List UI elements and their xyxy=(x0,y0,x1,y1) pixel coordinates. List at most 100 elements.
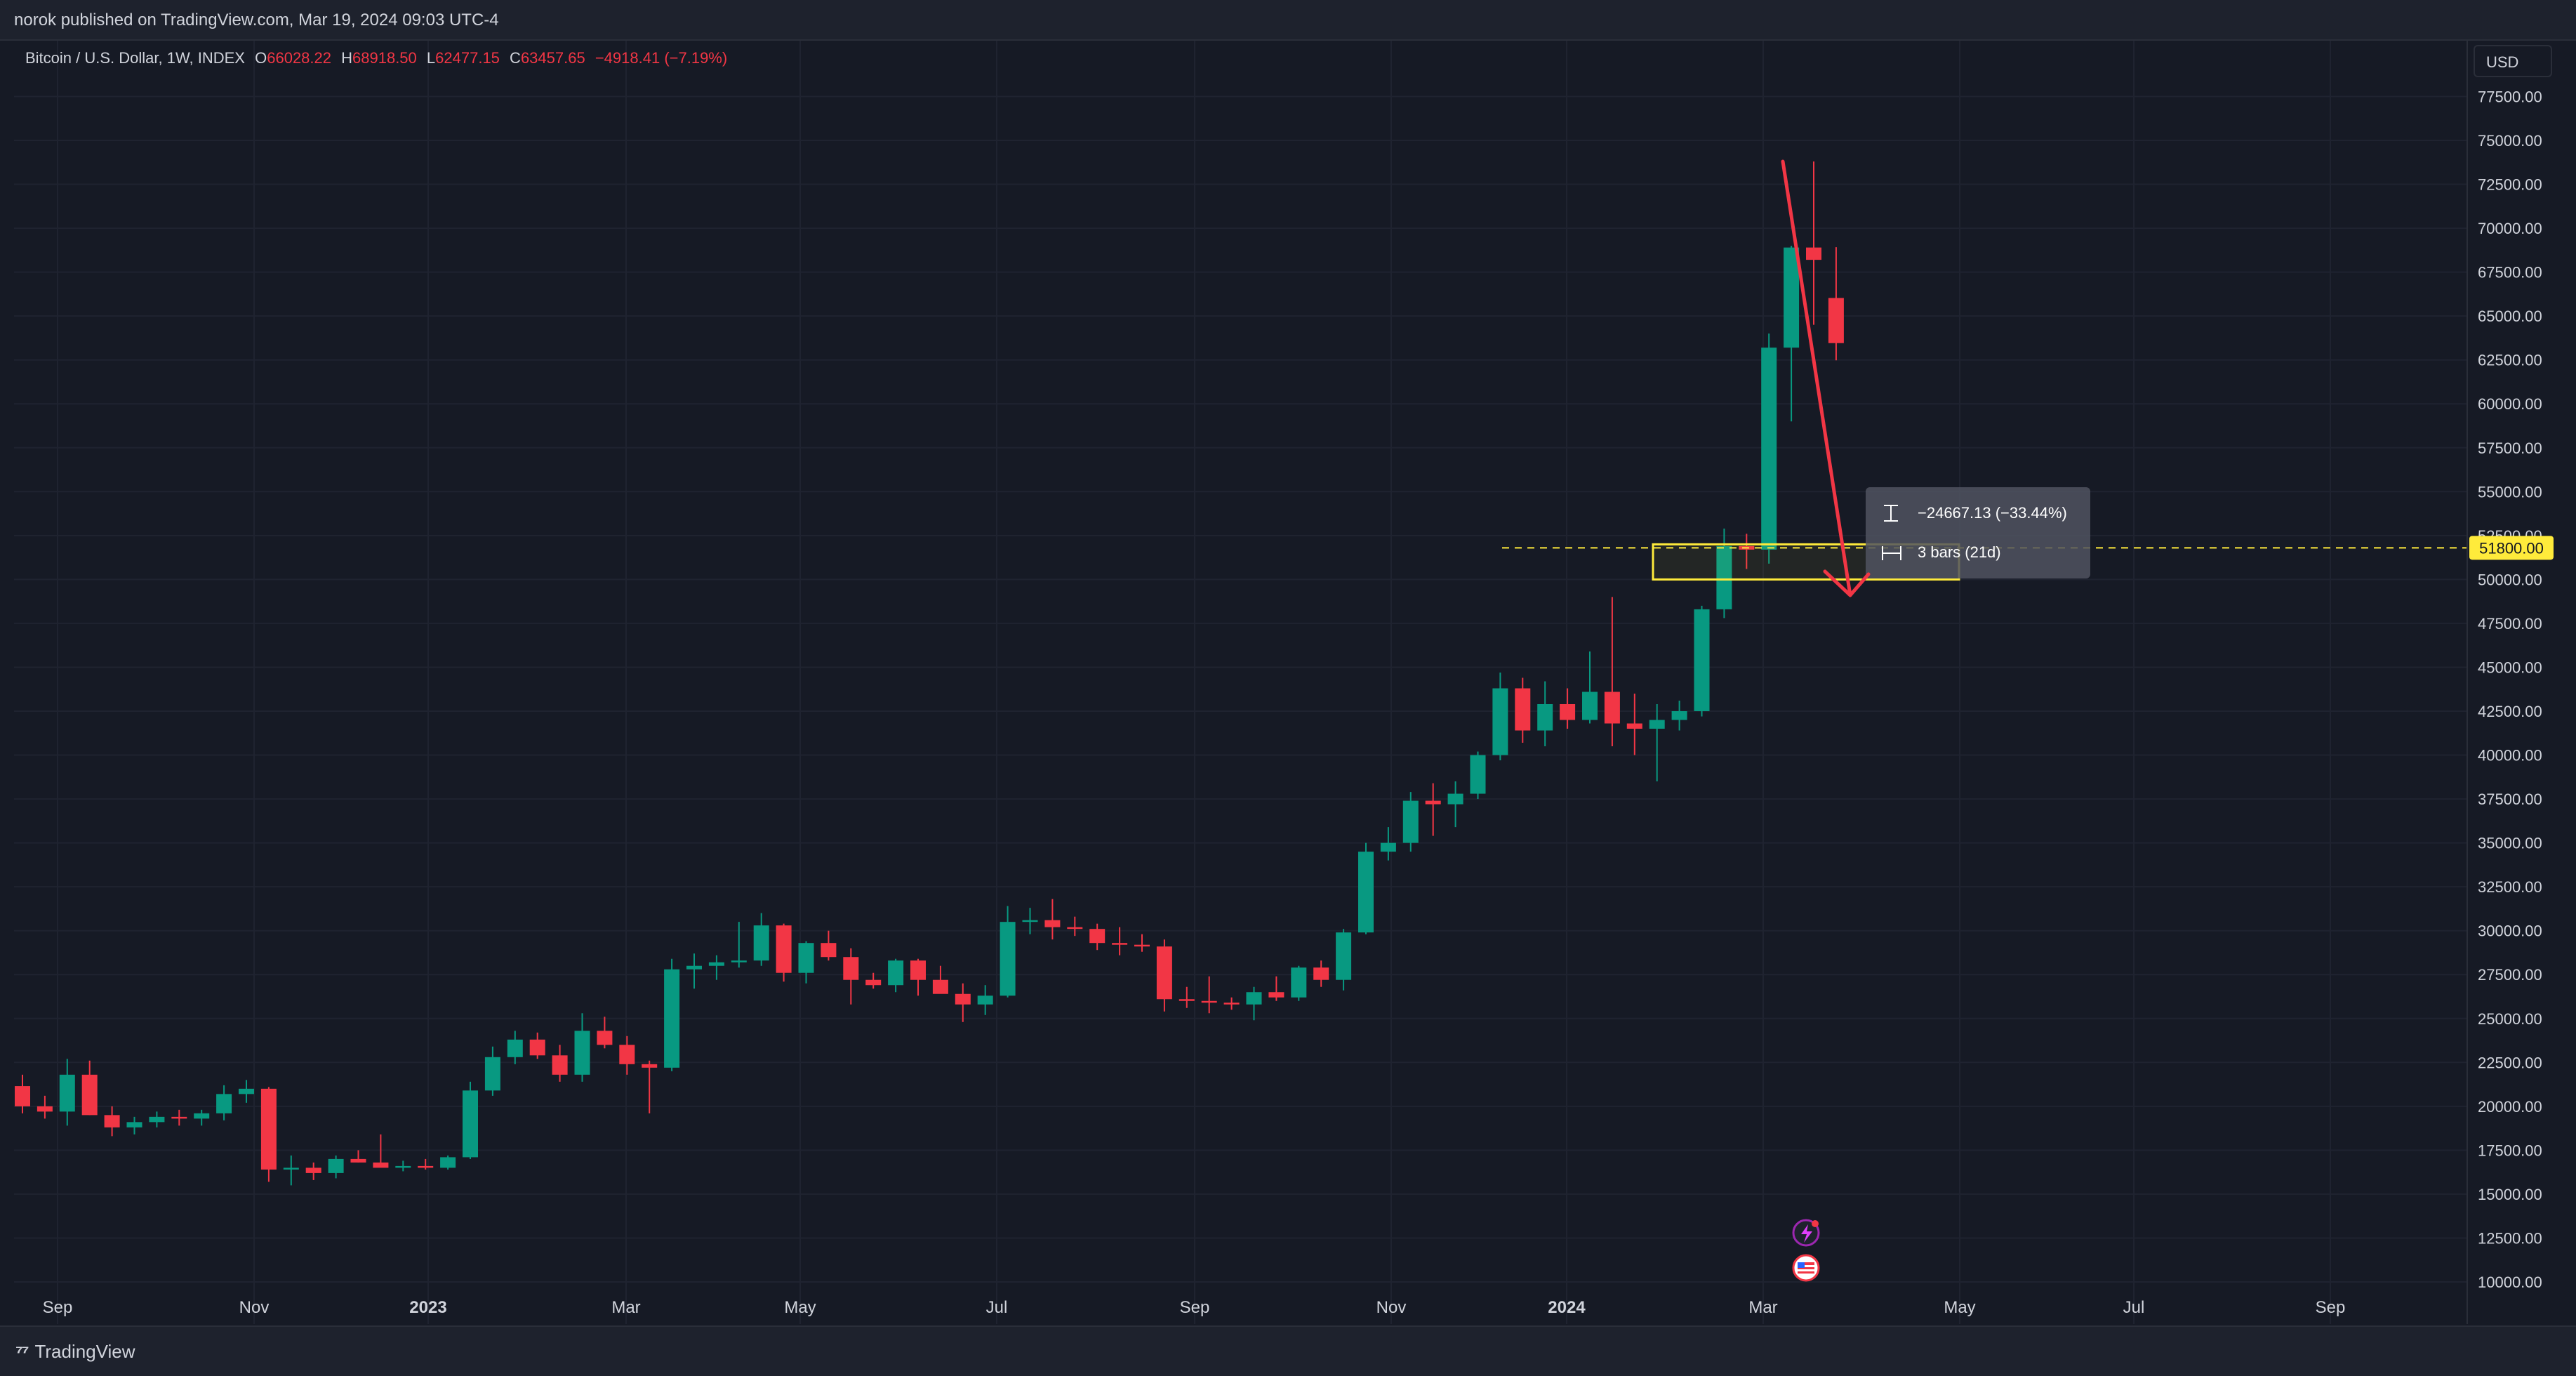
candle[interactable] xyxy=(821,930,837,961)
candle[interactable] xyxy=(910,958,926,996)
candle[interactable] xyxy=(1582,651,1598,724)
candle-body xyxy=(664,969,680,1068)
candle[interactable] xyxy=(1425,783,1441,836)
candle-body xyxy=(708,962,724,966)
candle[interactable] xyxy=(15,1074,30,1113)
candle[interactable] xyxy=(1402,792,1419,852)
candle[interactable] xyxy=(171,1109,187,1126)
candle[interactable] xyxy=(1380,827,1396,861)
candle[interactable] xyxy=(1156,939,1172,1012)
candle[interactable] xyxy=(1291,965,1307,1001)
candle[interactable] xyxy=(104,1106,120,1137)
candle[interactable] xyxy=(1022,908,1038,934)
candle[interactable] xyxy=(865,972,882,989)
candle[interactable] xyxy=(149,1111,165,1127)
candle[interactable] xyxy=(1044,899,1061,940)
candle[interactable] xyxy=(283,1155,299,1186)
candle[interactable] xyxy=(843,948,859,1005)
candle[interactable] xyxy=(194,1109,210,1126)
candle[interactable] xyxy=(1694,605,1710,717)
candle[interactable] xyxy=(529,1032,545,1059)
candle[interactable] xyxy=(1784,246,1800,422)
candle[interactable] xyxy=(1179,986,1195,1008)
candle[interactable] xyxy=(1447,781,1463,828)
candle[interactable] xyxy=(977,985,993,1015)
price-tick-label: 12500.00 xyxy=(2478,1229,2542,1247)
candle[interactable] xyxy=(1806,161,1821,325)
lightning-event-icon[interactable] xyxy=(1792,1219,1820,1247)
candle[interactable] xyxy=(216,1085,232,1120)
candle[interactable] xyxy=(418,1158,434,1170)
candle[interactable] xyxy=(955,983,971,1022)
candle[interactable] xyxy=(642,1060,658,1113)
us-flag-event-icon[interactable] xyxy=(1792,1254,1820,1282)
candle[interactable] xyxy=(1246,986,1262,1021)
candle-body xyxy=(1179,999,1195,1001)
candle-body xyxy=(1560,703,1576,720)
candle[interactable] xyxy=(328,1155,344,1179)
candle[interactable] xyxy=(888,958,904,993)
candle[interactable] xyxy=(597,1017,613,1049)
candle[interactable] xyxy=(36,1095,53,1119)
candle[interactable] xyxy=(1089,923,1106,951)
candle[interactable] xyxy=(1470,751,1486,800)
price-axis[interactable] xyxy=(2467,41,2576,1324)
candle[interactable] xyxy=(260,1087,277,1182)
candle[interactable] xyxy=(1358,842,1374,934)
candle[interactable] xyxy=(1649,703,1665,782)
candle[interactable] xyxy=(1223,997,1240,1010)
time-tick-label: May xyxy=(1944,1298,1975,1317)
candle[interactable] xyxy=(1201,976,1217,1014)
candle[interactable] xyxy=(1761,333,1777,564)
candle[interactable] xyxy=(305,1162,321,1180)
candle[interactable] xyxy=(463,1081,478,1159)
candle[interactable] xyxy=(686,953,702,989)
candle[interactable] xyxy=(239,1080,254,1103)
candle[interactable] xyxy=(1671,700,1687,731)
symbol-name[interactable]: Bitcoin / U.S. Dollar, 1W, INDEX xyxy=(25,49,245,67)
candle[interactable] xyxy=(776,923,792,982)
candle[interactable] xyxy=(507,1031,523,1064)
candle-body xyxy=(1604,692,1620,724)
candle[interactable] xyxy=(932,965,948,994)
candle-body xyxy=(373,1162,389,1168)
candle[interactable] xyxy=(1112,927,1128,955)
candle[interactable] xyxy=(1560,688,1576,729)
candle[interactable] xyxy=(126,1116,142,1134)
candle[interactable] xyxy=(59,1059,75,1126)
candle[interactable] xyxy=(731,922,747,968)
down-arrow-drawing[interactable] xyxy=(1781,159,1871,597)
candle[interactable] xyxy=(619,1036,635,1075)
candle[interactable] xyxy=(81,1060,98,1116)
candle[interactable] xyxy=(753,913,769,966)
candle[interactable] xyxy=(1067,916,1083,937)
candle[interactable] xyxy=(664,958,680,1071)
candle[interactable] xyxy=(1604,597,1620,747)
candle[interactable] xyxy=(1336,929,1352,991)
candle[interactable] xyxy=(350,1150,366,1163)
candle[interactable] xyxy=(798,941,814,984)
candle[interactable] xyxy=(552,1045,568,1082)
tradingview-brand[interactable]: ⁷⁷ TradingView xyxy=(15,1341,135,1363)
candle[interactable] xyxy=(484,1046,500,1096)
candle[interactable] xyxy=(1313,960,1329,987)
candle-body xyxy=(463,1090,478,1158)
candle[interactable] xyxy=(440,1155,456,1170)
candle[interactable] xyxy=(1134,934,1150,952)
time-tick-label: Sep xyxy=(43,1298,73,1317)
candle[interactable] xyxy=(1268,976,1284,1001)
candle[interactable] xyxy=(1626,693,1642,755)
candle[interactable] xyxy=(1000,906,1016,998)
candle[interactable] xyxy=(708,955,724,980)
candle[interactable] xyxy=(574,1013,590,1082)
candle[interactable] xyxy=(373,1134,389,1168)
candle[interactable] xyxy=(1828,247,1844,361)
candle[interactable] xyxy=(1492,672,1508,761)
candle[interactable] xyxy=(1537,681,1553,747)
chart-pane[interactable] xyxy=(14,41,2467,1324)
publish-header: norok published on TradingView.com, Mar … xyxy=(0,0,2576,41)
candle[interactable] xyxy=(395,1160,411,1172)
currency-button[interactable]: USD xyxy=(2474,45,2552,77)
candle[interactable] xyxy=(1515,677,1531,743)
